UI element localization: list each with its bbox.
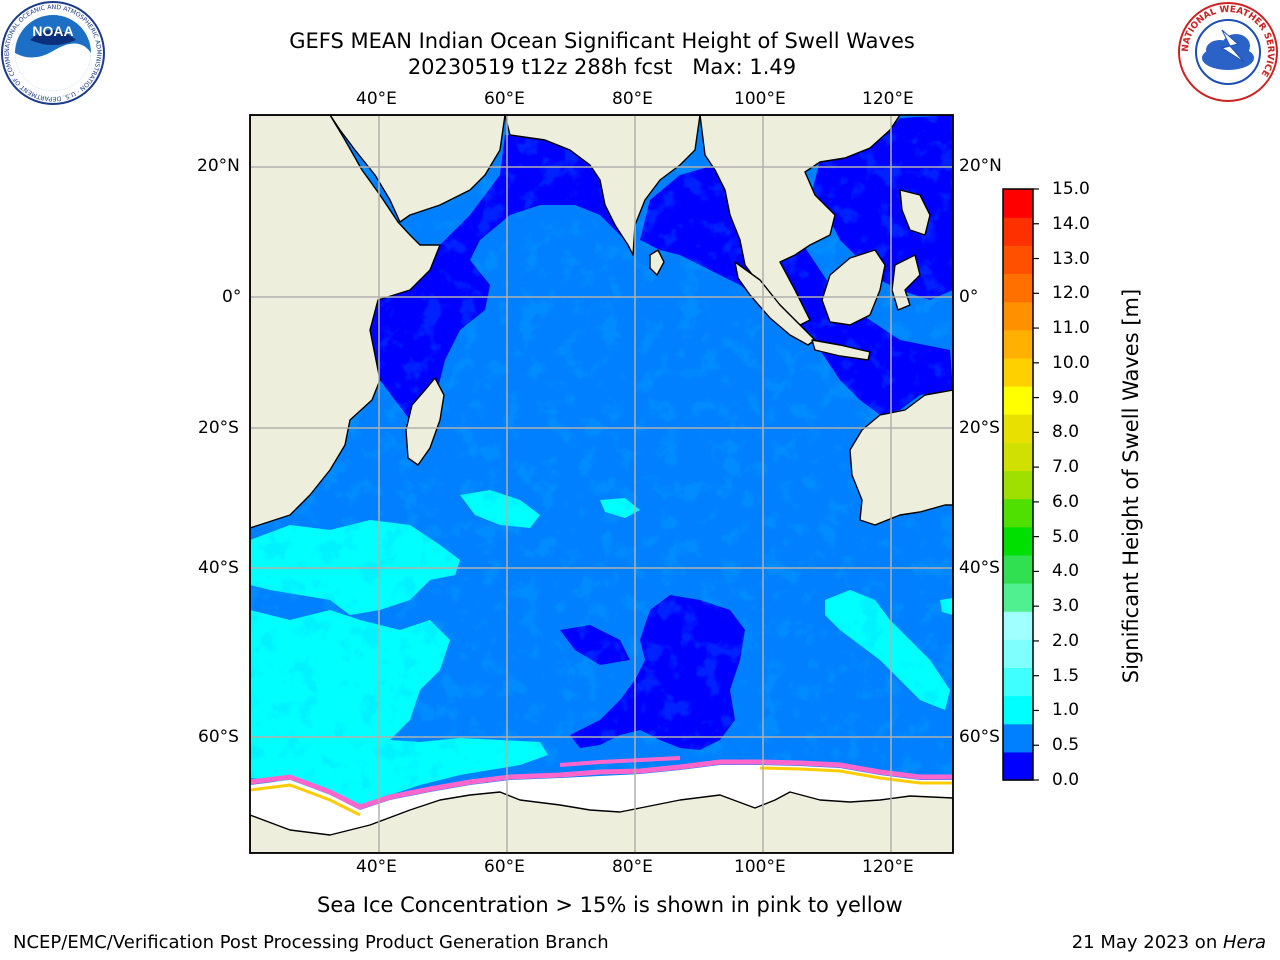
colorbar-swatch	[1003, 273, 1033, 303]
lat-tick-right-60s: 60°S	[959, 727, 1000, 747]
colorbar-tick-label: 13.0	[1052, 248, 1090, 269]
colorbar-label: Significant Height of Swell Waves [m]	[1119, 288, 1143, 684]
colorbar-tick-label: 5.0	[1052, 526, 1080, 547]
colorbar-tick-label: 15.0	[1052, 179, 1090, 199]
colorbar-tick-label: 3.0	[1052, 596, 1080, 617]
colorbar-swatch	[1003, 611, 1033, 640]
graticule	[250, 115, 953, 853]
svg-text:NOAA: NOAA	[32, 23, 73, 39]
colorbar-tick-label: 0.0	[1052, 770, 1080, 790]
lat-tick-right-0: 0°	[959, 287, 979, 307]
colorbar-swatch	[1003, 667, 1033, 697]
lon-tick-top-100e: 100°E	[734, 89, 786, 109]
colorbar-swatch	[1003, 414, 1033, 443]
colorbar-tick-label: 8.0	[1052, 422, 1080, 443]
colorbar-swatch	[1003, 526, 1033, 556]
colorbar-swatch	[1003, 639, 1033, 669]
colorbar-tick-label: 2.0	[1052, 630, 1080, 651]
colorbar-swatch	[1003, 554, 1033, 584]
lat-tick-left-0: 0°	[222, 287, 242, 307]
lat-tick-left-60s: 60°S	[198, 727, 239, 747]
footer-date: 21 May 2023 on Hera	[1072, 932, 1266, 954]
land	[250, 115, 953, 853]
colorbar-swatch	[1003, 301, 1033, 331]
sea-ice-caption: Sea Ice Concentration > 15% is shown in …	[317, 893, 903, 917]
colorbar-tick-label: 1.5	[1052, 665, 1080, 686]
lat-tick-right-20n: 20°N	[959, 156, 1002, 176]
lon-tick-top-80e: 80°E	[612, 89, 653, 109]
lon-tick-top-120e: 120°E	[862, 89, 914, 109]
lat-tick-left-20s: 20°S	[198, 418, 239, 438]
plot-subtitle: 20230519 t12z 288h fcst Max: 1.49	[407, 55, 797, 79]
colorbar-tick-label: 11.0	[1052, 318, 1090, 339]
lon-tick-bottom-120e: 120°E	[862, 857, 914, 877]
noaa-logo: NOAA NATIONAL OCEANIC AND ATMOSPHERIC AD…	[0, 0, 105, 105]
colorbar-frame	[1002, 188, 1034, 781]
colorbar-tick-label: 4.0	[1052, 561, 1080, 582]
colorbar-tick-label: 12.0	[1052, 283, 1090, 304]
footer-machine: Hera	[1222, 932, 1266, 953]
colorbar-swatch	[1003, 442, 1033, 472]
colorbar-tick-label: 14.0	[1052, 213, 1090, 234]
colorbar-swatch	[1003, 245, 1033, 275]
ice-edge	[250, 759, 953, 810]
nws-logo: NATIONAL WEATHER SERVICE	[1178, 2, 1278, 102]
lat-tick-right-20s: 20°S	[959, 418, 1000, 438]
lon-tick-top-40e: 40°E	[356, 89, 397, 109]
colorbar-tick-label: 10.0	[1052, 352, 1090, 373]
colorbar-swatch	[1003, 470, 1033, 500]
colorbar-tick-label: 7.0	[1052, 457, 1080, 478]
colorbar-swatch	[1003, 386, 1033, 415]
colorbar-swatch	[1003, 723, 1033, 753]
lon-tick-top-60e: 60°E	[484, 89, 525, 109]
lon-tick-bottom-100e: 100°E	[734, 857, 786, 877]
footer-branch: NCEP/EMC/Verification Post Processing Pr…	[13, 932, 609, 953]
colorbar-tick-label: 9.0	[1052, 387, 1080, 408]
colorbar-swatch	[1003, 357, 1033, 387]
colorbar-swatch	[1003, 217, 1033, 246]
lon-tick-bottom-60e: 60°E	[484, 857, 525, 877]
lon-tick-bottom-40e: 40°E	[356, 857, 397, 877]
colorbar-tick-label: 1.0	[1052, 700, 1080, 721]
lat-tick-right-40s: 40°S	[959, 558, 1000, 578]
footer-date-text: 21 May 2023 on	[1071, 932, 1223, 953]
colorbar-tick-label: 6.0	[1052, 491, 1080, 512]
colorbar	[1003, 189, 1033, 781]
colorbar-swatch	[1003, 751, 1033, 781]
colorbar-swatch	[1003, 695, 1033, 725]
colorbar-swatch	[1003, 189, 1033, 218]
plot-title: GEFS MEAN Indian Ocean Significant Heigh…	[289, 29, 915, 53]
colorbar-swatch	[1003, 329, 1033, 359]
lat-tick-left-20n: 20°N	[197, 156, 240, 176]
colorbar-swatch	[1003, 498, 1033, 528]
map-frame	[249, 114, 954, 854]
colorbar-tick-label: 0.5	[1052, 735, 1080, 756]
lat-tick-left-40s: 40°S	[198, 558, 239, 578]
lon-tick-bottom-80e: 80°E	[612, 857, 653, 877]
colorbar-swatch	[1003, 583, 1033, 612]
